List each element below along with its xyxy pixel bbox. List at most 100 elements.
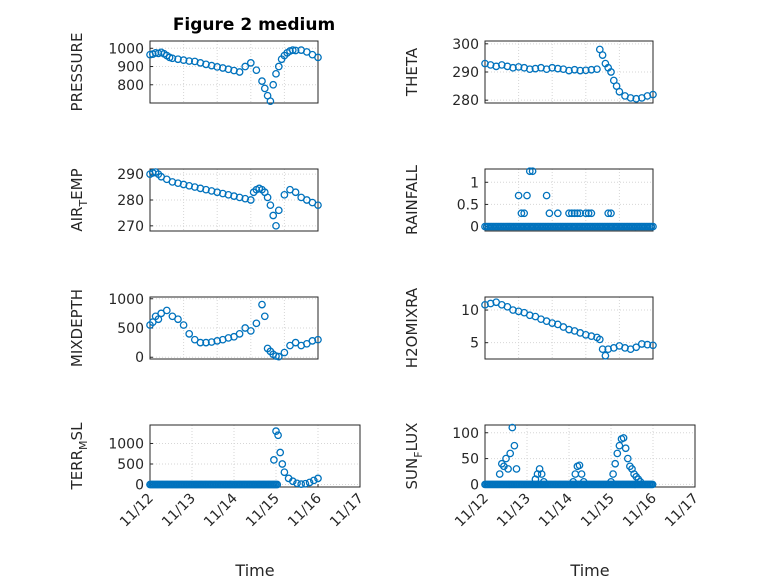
data-point — [202, 338, 210, 347]
data-point — [509, 63, 517, 72]
xtick-label: 11/17 — [327, 491, 367, 531]
data-point — [293, 479, 301, 488]
data-point — [314, 201, 322, 210]
data-point — [274, 352, 283, 361]
data-point — [539, 477, 548, 486]
y-axis-label-part: LUX — [403, 423, 421, 452]
data-point — [573, 209, 582, 218]
data-point — [545, 209, 554, 218]
data-point — [280, 468, 289, 477]
data-point — [548, 63, 557, 72]
data-point — [272, 69, 280, 78]
data-point — [278, 460, 287, 468]
data-point — [314, 53, 322, 62]
data-point — [593, 65, 601, 74]
data-point — [607, 209, 615, 218]
y-axis-label: SUNFLUX — [403, 423, 425, 490]
ytick-label: 10 — [461, 303, 479, 319]
x-axis-label: Time — [234, 561, 274, 580]
data-point — [174, 55, 182, 64]
ytick-label: 5 — [470, 336, 479, 352]
data-point — [272, 221, 280, 230]
data-point — [288, 46, 297, 54]
data-point — [607, 68, 615, 76]
axes-box — [484, 424, 696, 488]
data-point — [241, 62, 250, 71]
data-point — [553, 209, 562, 218]
ytick-label: 280 — [117, 193, 144, 209]
data-point — [269, 211, 278, 220]
data-point — [579, 477, 588, 486]
data-point — [604, 209, 613, 218]
data-point — [510, 441, 519, 450]
data-point — [291, 188, 300, 197]
data-point — [553, 64, 562, 73]
xtick-label: 11/17 — [662, 491, 702, 531]
data-point — [260, 84, 269, 93]
y-axis-label: MIXDEPTH — [68, 289, 86, 367]
data-point — [525, 167, 534, 176]
data-point — [273, 480, 282, 489]
data-point — [626, 94, 635, 102]
data-point — [174, 315, 182, 324]
data-point — [514, 191, 523, 200]
data-point — [179, 56, 188, 64]
data-point — [643, 340, 652, 349]
data-point — [506, 449, 515, 458]
data-point — [598, 51, 607, 59]
data-point — [512, 465, 521, 473]
data-point — [611, 459, 620, 468]
data-point — [495, 470, 504, 478]
y-axis-label-part: AIR — [68, 207, 86, 232]
data-point — [577, 470, 586, 478]
ytick-label: 1000 — [108, 41, 144, 57]
data-point — [263, 193, 272, 202]
xtick-label: 11/16 — [620, 490, 660, 530]
y-axis-label: AIRTEMP — [68, 168, 90, 231]
data-point — [154, 315, 163, 324]
panel-terr_msl: 0 500 1000 11/12 11/13 11/14 11/15 11/16 11/17 Ti… — [68, 422, 367, 580]
data-point — [570, 65, 579, 74]
y-axis-label: TERRMSL — [68, 422, 90, 491]
y-axis-label-part: PRESSURE — [68, 33, 86, 112]
data-point — [581, 66, 590, 75]
y-axis-label: H2OMIXRA — [403, 287, 421, 368]
data-point — [185, 329, 194, 338]
y-axis-label: THETA — [403, 47, 421, 97]
xtick-label: 11/12 — [117, 491, 157, 531]
data-point — [266, 97, 275, 106]
data-point — [584, 209, 593, 218]
data-point — [246, 196, 255, 204]
data-point — [648, 480, 657, 489]
ytick-label: 500 — [117, 457, 144, 473]
data-point — [246, 327, 255, 335]
data-point — [587, 65, 596, 74]
panel-theta: 280 290 300 THETA — [403, 37, 657, 109]
data-point — [571, 470, 580, 478]
data-point — [542, 191, 551, 200]
xtick-label: 11/14 — [201, 490, 241, 530]
data-point — [615, 87, 624, 96]
y-axis-label-part: H2OMIXRA — [403, 287, 421, 368]
data-point — [508, 423, 517, 432]
y-axis-label-part: M — [77, 440, 90, 450]
data-point — [502, 454, 510, 463]
axes-box — [149, 40, 319, 104]
data-point — [595, 335, 604, 344]
ytick-label: 290 — [452, 65, 479, 81]
ytick-label: 280 — [452, 93, 479, 109]
y-axis-label-part: RAINFALL — [403, 164, 421, 235]
data-point — [162, 306, 171, 315]
axes-box — [149, 424, 361, 488]
data-point — [258, 77, 266, 85]
panel-h2omixra: 5 10 H2OMIXRA — [403, 287, 657, 368]
ytick-label: 1000 — [108, 292, 144, 308]
data-point — [258, 300, 266, 309]
data-point — [570, 209, 579, 218]
data-point — [235, 68, 244, 76]
data-point — [623, 454, 632, 463]
ytick-label: 0 — [135, 350, 144, 366]
panel-sun_flux: 0 50 100 11/12 11/13 11/14 11/15 11/16 11/17 Time… — [403, 423, 702, 580]
data-point — [525, 65, 534, 74]
data-point — [587, 209, 596, 218]
